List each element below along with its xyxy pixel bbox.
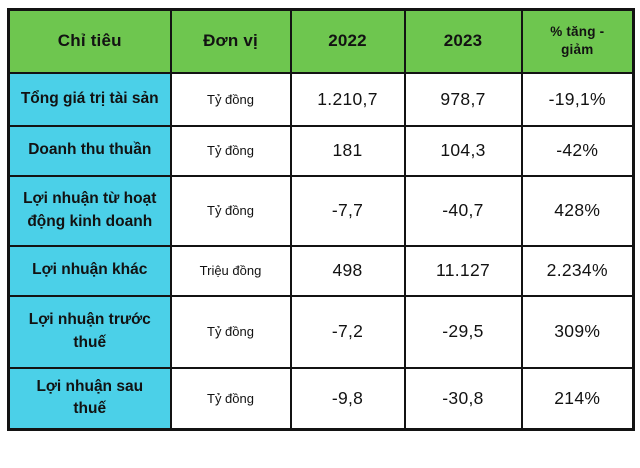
row-unit: Tỷ đồng — [169, 124, 292, 177]
row-2023-value: -30,8 — [403, 366, 523, 431]
row-change-value: 428% — [520, 174, 635, 247]
row-2023-value: 11.127 — [403, 244, 523, 297]
row-unit: Tỷ đồng — [169, 174, 292, 247]
row-change-value: 2.234% — [520, 244, 635, 297]
header-cell-criteria: Chỉ tiêu — [7, 8, 172, 74]
table-row-pre-tax-profit: Lợi nhuận trước thuế Tỷ đồng -7,2 -29,5 … — [7, 294, 635, 369]
table-row-after-tax-profit: Lợi nhuận sau thuế Tỷ đồng -9,8 -30,8 21… — [7, 366, 635, 431]
row-change-value: 214% — [520, 366, 635, 431]
row-unit: Tỷ đồng — [169, 71, 292, 127]
row-unit: Triệu đồng — [169, 244, 292, 297]
row-2022-value: 498 — [289, 244, 406, 297]
table-row-other-profit: Lợi nhuận khác Triệu đồng 498 11.127 2.2… — [7, 244, 635, 297]
row-2023-value: -40,7 — [403, 174, 523, 247]
row-label: Lợi nhuận trước thuế — [7, 294, 172, 369]
header-cell-unit: Đơn vị — [169, 8, 292, 74]
table-row-net-revenue: Doanh thu thuần Tỷ đồng 181 104,3 -42% — [7, 124, 635, 177]
table-row-total-assets: Tổng giá trị tài sản Tỷ đồng 1.210,7 978… — [7, 71, 635, 127]
header-cell-change-percent: % tăng - giảm — [520, 8, 635, 74]
row-2022-value: -9,8 — [289, 366, 406, 431]
header-cell-2023: 2023 — [403, 8, 523, 74]
row-change-value: -42% — [520, 124, 635, 177]
row-2023-value: -29,5 — [403, 294, 523, 369]
table-row-operating-profit: Lợi nhuận từ hoạt động kinh doanh Tỷ đồn… — [7, 174, 635, 247]
row-label: Lợi nhuận sau thuế — [7, 366, 172, 431]
row-label: Lợi nhuận từ hoạt động kinh doanh — [7, 174, 172, 247]
row-change-value: -19,1% — [520, 71, 635, 127]
row-unit: Tỷ đồng — [169, 294, 292, 369]
row-2023-value: 104,3 — [403, 124, 523, 177]
row-2022-value: 1.210,7 — [289, 71, 406, 127]
row-change-value: 309% — [520, 294, 635, 369]
row-label: Doanh thu thuần — [7, 124, 172, 177]
row-2023-value: 978,7 — [403, 71, 523, 127]
financial-results-table: Chỉ tiêu Đơn vị 2022 2023 % tăng - giảm … — [7, 8, 635, 431]
row-unit: Tỷ đồng — [169, 366, 292, 431]
header-cell-2022: 2022 — [289, 8, 406, 74]
row-label: Tổng giá trị tài sản — [7, 71, 172, 127]
row-2022-value: -7,7 — [289, 174, 406, 247]
row-label: Lợi nhuận khác — [7, 244, 172, 297]
header-row: Chỉ tiêu Đơn vị 2022 2023 % tăng - giảm — [7, 8, 635, 74]
row-2022-value: 181 — [289, 124, 406, 177]
row-2022-value: -7,2 — [289, 294, 406, 369]
